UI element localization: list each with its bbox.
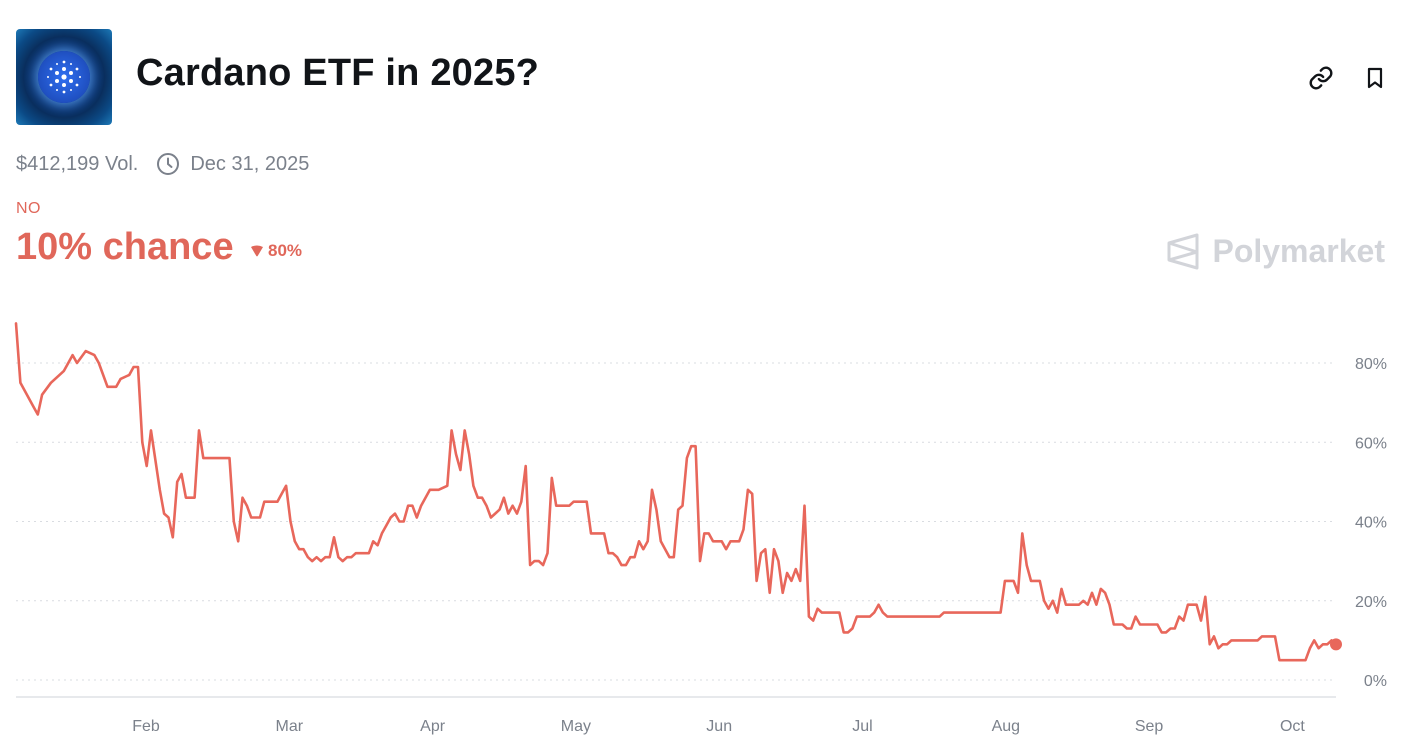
bookmark-icon xyxy=(1367,67,1383,89)
market-meta: $412,199 Vol. Dec 31, 2025 xyxy=(16,152,309,176)
x-tick-label: Jun xyxy=(706,718,732,735)
x-tick-label: Apr xyxy=(420,718,446,735)
x-tick-label: Oct xyxy=(1280,718,1305,735)
x-tick-label: May xyxy=(561,718,591,735)
brand-logo: Polymarket xyxy=(1166,232,1385,270)
brand-name: Polymarket xyxy=(1212,232,1385,269)
change-value: 80% xyxy=(268,241,303,260)
y-tick-label: 80% xyxy=(1355,356,1387,373)
x-tick-label: Mar xyxy=(276,718,304,735)
chance-value: 10% chance xyxy=(16,226,234,268)
link-icon xyxy=(1309,66,1333,90)
polymarket-logo-icon xyxy=(1167,233,1199,270)
y-axis-ticks: 80% 60% 40% 20% 0% xyxy=(1355,356,1387,690)
clock-icon xyxy=(156,152,180,176)
triangle-down-icon xyxy=(251,245,263,257)
y-tick-label: 0% xyxy=(1364,673,1387,690)
x-axis-ticks: Feb Mar Apr May Jun Jul Aug Sep Oct xyxy=(132,718,1305,735)
market-title: Cardano ETF in 2025? xyxy=(136,52,540,94)
x-tick-label: Feb xyxy=(132,718,160,735)
y-tick-label: 20% xyxy=(1355,594,1387,611)
series-line-no xyxy=(14,322,1338,662)
y-tick-label: 60% xyxy=(1355,435,1387,452)
y-tick-label: 40% xyxy=(1355,515,1387,532)
x-tick-label: Sep xyxy=(1135,718,1164,735)
copy-link-button[interactable] xyxy=(1307,64,1335,92)
x-tick-label: Aug xyxy=(992,718,1020,735)
end-date: Dec 31, 2025 xyxy=(190,152,310,175)
change-badge: 80% xyxy=(250,241,302,261)
bookmark-button[interactable] xyxy=(1361,64,1389,92)
price-history-chart[interactable]: 80% 60% 40% 20% 0% Feb Mar Apr May Jun Jul Aug Sep O… xyxy=(0,300,1407,749)
market-thumbnail xyxy=(16,29,112,125)
x-tick-label: Jul xyxy=(852,718,872,735)
outcome-label: NO xyxy=(16,200,41,217)
cardano-logo-icon xyxy=(38,51,90,103)
current-point xyxy=(1330,638,1342,651)
volume-label: $412,199 Vol. xyxy=(16,152,139,175)
